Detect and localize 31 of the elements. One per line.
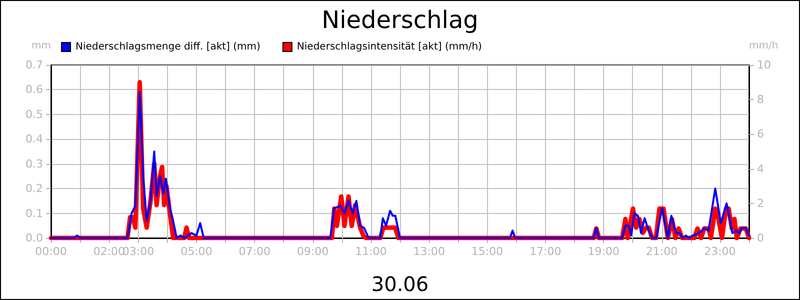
chart-title: Niederschlag <box>322 6 478 34</box>
x-tick-label: 15:00 <box>471 245 504 258</box>
y2-tick-label: 0 <box>757 232 764 244</box>
legend-label: Niederschlagsmenge diff. [akt] (mm) <box>76 42 261 52</box>
y2-axis-title: mm/h <box>749 40 778 52</box>
x-axis-title: 30.06 <box>371 272 429 296</box>
y2-tick-label: 2 <box>757 196 764 210</box>
y2-tick-label: 4 <box>757 162 764 176</box>
y-tick-label: 0.3 <box>26 157 43 170</box>
y2-tick-label: 8 <box>757 93 764 106</box>
x-tick-label: 23:00 <box>704 245 736 258</box>
y-axis-title: mm <box>32 40 51 52</box>
x-tick-label: 11:00 <box>355 245 387 258</box>
legend-label: Niederschlagsintensität [akt] (mm/h) <box>296 42 482 52</box>
y-tick-label: 0.7 <box>26 58 43 72</box>
y2-tick-label: 10 <box>757 58 771 72</box>
x-tick-label: 07:00 <box>238 245 270 258</box>
x-tick-label: 09:00 <box>296 245 329 258</box>
y-tick-label: 0.1 <box>26 206 43 220</box>
x-tick-label: 17:00 <box>530 245 562 258</box>
y-tick-label: 0.0 <box>26 232 43 244</box>
y-tick-label: 0.2 <box>26 182 43 196</box>
y2-tick-label: 6 <box>757 128 764 141</box>
y-tick-label: 0.6 <box>26 83 43 96</box>
y-tick-label: 0.4 <box>26 132 43 146</box>
x-tick-label: 13:00 <box>413 245 445 258</box>
x-tick-label: 05:00 <box>180 245 212 258</box>
y-tick-label: 0.5 <box>26 108 43 121</box>
x-tick-label: 19:00 <box>588 245 620 258</box>
x-tick-label: 21:00 <box>646 245 678 258</box>
x-tick-label: 00:00 <box>35 245 67 258</box>
